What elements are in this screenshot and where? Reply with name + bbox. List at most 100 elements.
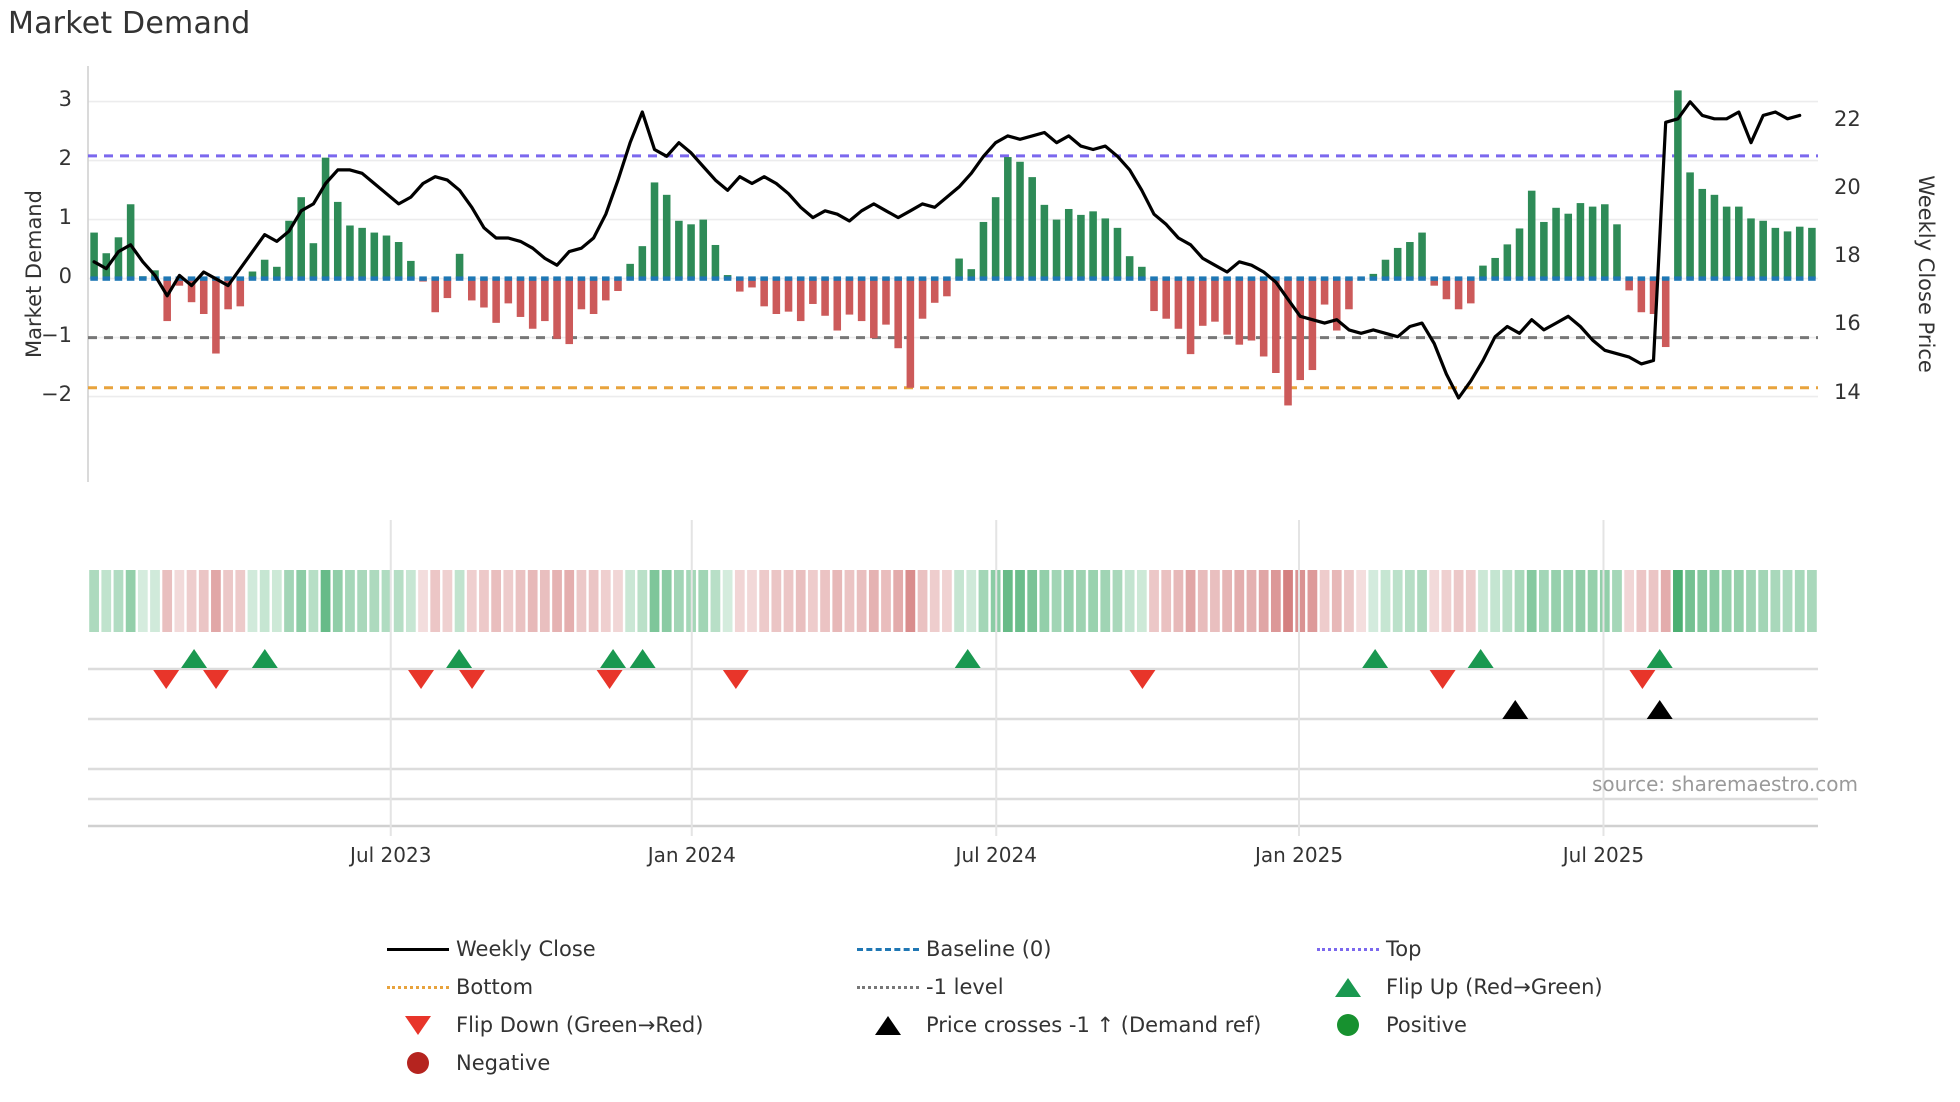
baseline-marker [1198,276,1207,281]
flip-down-marker[interactable] [203,670,230,689]
demand-bar [882,278,890,325]
heatmap-cell [625,570,636,632]
flip-up-marker[interactable] [251,649,278,668]
legend-item[interactable]: Flip Down (Green→Red) [380,1006,850,1044]
baseline-marker [260,276,269,281]
demand-bar [1454,278,1463,310]
heatmap-cell [722,570,733,632]
baseline-marker [407,276,415,281]
baseline-marker [1503,276,1512,281]
baseline-marker [1710,276,1719,281]
heatmap-cell [1197,570,1208,632]
demand-bar [480,278,488,308]
baseline-marker [638,276,647,281]
baseline-marker [1552,276,1560,281]
legend-item[interactable]: Flip Up (Red→Green) [1310,968,1750,1006]
heatmap-cell [259,570,270,632]
baseline-marker [1418,276,1426,281]
legend-item[interactable]: Positive [1310,1006,1750,1044]
flip-up-marker[interactable] [1646,649,1673,668]
flip-down-marker[interactable] [1429,670,1456,689]
demand-bar [906,278,915,388]
baseline-marker [1235,276,1244,281]
chart-legend: Weekly Close Baseline (0) Top Bottom -1 leve… [380,930,1760,1082]
legend-item[interactable]: Negative [380,1044,850,1082]
baseline-marker [602,276,610,281]
legend-item[interactable]: Baseline (0) [850,930,1310,968]
flip-up-marker[interactable] [954,649,981,668]
heatmap-cell [235,570,246,632]
demand-bar [662,194,671,279]
demand-bar [1113,227,1122,279]
flip-up-marker[interactable] [446,649,473,668]
price-cross-marker[interactable] [1502,700,1529,719]
baseline-marker [504,276,513,281]
baseline-marker [321,276,330,281]
demand-bar [626,263,634,279]
baseline-marker [1588,276,1597,281]
heatmap-cell [649,570,660,632]
demand-bar [577,278,586,310]
baseline-marker [991,276,1000,281]
baseline-marker [1223,276,1231,281]
demand-bar [431,278,439,313]
flip-down-marker[interactable] [459,670,486,689]
legend-item[interactable]: Weekly Close [380,930,850,968]
demand-bar [467,278,476,301]
flip-down-marker[interactable] [153,670,180,689]
baseline-marker [541,276,549,281]
demand-bar [1467,278,1475,304]
baseline-marker [516,276,525,281]
heatmap-cell [1673,570,1683,632]
heatmap-cell [1222,570,1232,632]
flip-down-marker[interactable] [596,670,623,689]
flip-up-marker[interactable] [600,649,627,668]
demand-bar [1272,278,1280,373]
demand-bar [918,278,927,319]
demand-bar [407,260,415,279]
heatmap-cell [1136,570,1147,632]
heatmap-cell [1648,570,1659,632]
heatmap-cell [1319,570,1330,632]
heatmap-cell [783,570,794,632]
flip-up-marker[interactable] [1467,649,1494,668]
baseline-marker [1722,276,1731,281]
heatmap-cell [1721,570,1732,632]
baseline-marker [1735,276,1743,281]
flip-up-marker[interactable] [629,649,656,668]
demand-bar [1406,242,1414,279]
x-tick-label: Jul 2025 [1562,843,1645,867]
heatmap-cell [1551,570,1561,632]
legend-item[interactable]: Price crosses -1 ↑ (Demand ref) [850,1006,1310,1044]
legend-key [1310,1014,1386,1036]
baseline-marker [589,276,598,281]
legend-item[interactable]: -1 level [850,968,1310,1006]
demand-bar [565,278,574,345]
heatmap-cell [150,570,160,632]
y-tick-label-left: −1 [41,322,72,347]
legend-item[interactable]: Bottom [380,968,850,1006]
flip-up-marker[interactable] [181,649,208,668]
flip-down-marker[interactable] [408,670,435,689]
legend-label: Price crosses -1 ↑ (Demand ref) [926,1013,1262,1037]
heatmap-cell [479,570,489,632]
heatmap-cell [1465,570,1476,632]
legend-item[interactable]: Top [1310,930,1750,968]
demand-bar [894,278,902,349]
heatmap-cell [978,570,989,632]
demand-bar [760,278,768,307]
baseline-marker [1125,276,1134,281]
baseline-marker [1686,276,1694,281]
price-cross-marker[interactable] [1646,700,1673,719]
heatmap-cell [1185,570,1196,632]
flip-down-marker[interactable] [1629,670,1656,689]
heatmap-cell [613,570,623,632]
heatmap-cell [466,570,477,632]
baseline-marker [1540,276,1548,281]
demand-bar [796,278,805,322]
flip-up-marker[interactable] [1362,649,1389,668]
flip-down-marker[interactable] [1129,670,1156,689]
baseline-marker [1064,276,1073,281]
baseline-marker [1028,276,1036,281]
flip-down-marker[interactable] [722,670,749,689]
